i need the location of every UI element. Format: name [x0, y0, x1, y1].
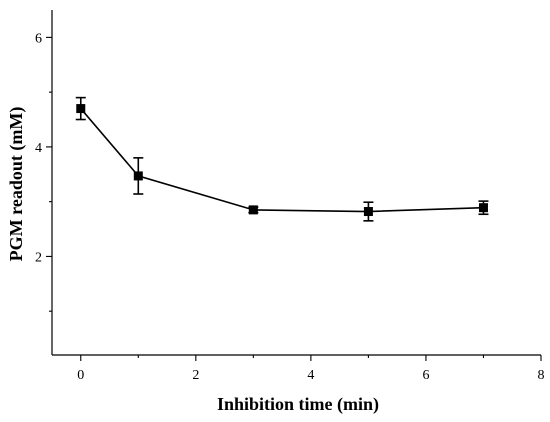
- data-point-marker: [248, 205, 258, 215]
- x-tick-label: 8: [538, 368, 545, 383]
- data-point-marker: [363, 207, 373, 217]
- x-tick-label: 2: [192, 368, 199, 383]
- y-tick-label: 6: [35, 31, 42, 46]
- y-tick-label: 4: [35, 141, 42, 156]
- data-point-marker: [133, 171, 143, 181]
- data-point-marker: [76, 104, 86, 114]
- axes-layer: 0 2 4 6 8 2 4 6: [35, 10, 545, 383]
- x-tick-label: 6: [422, 368, 429, 383]
- series-line: [80, 108, 484, 213]
- x-tick-label: 4: [307, 368, 314, 383]
- x-axis-title: Inhibition time (min): [217, 394, 379, 415]
- y-axis-title: PGM readout (mM): [6, 107, 27, 262]
- series-layer: [75, 96, 489, 222]
- y-tick-label: 2: [35, 250, 42, 265]
- data-point-marker: [478, 203, 488, 213]
- x-tick-label: 0: [77, 368, 84, 383]
